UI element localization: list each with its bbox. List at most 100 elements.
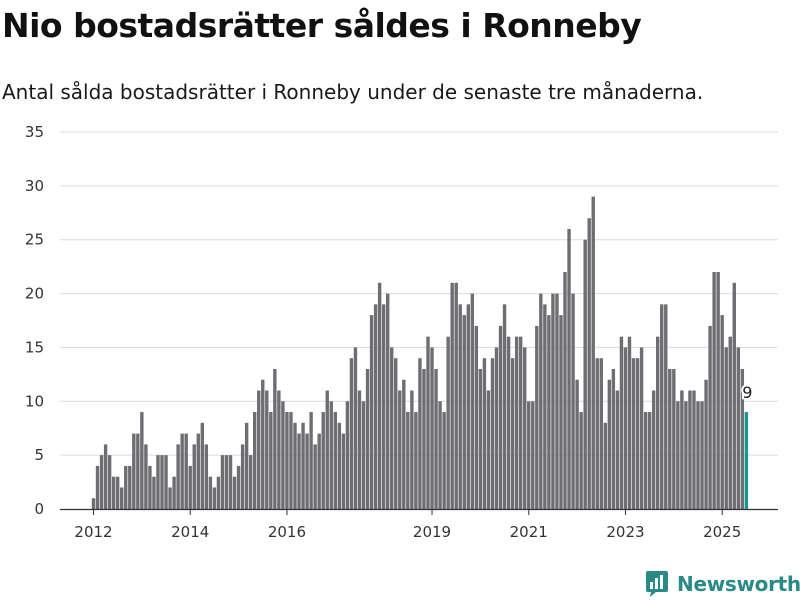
bar [523, 347, 527, 509]
bar [124, 465, 128, 509]
bar [353, 347, 358, 509]
bar [672, 368, 676, 509]
bar [724, 347, 728, 509]
x-tick-label: 2012 [74, 523, 112, 541]
bar [369, 315, 374, 509]
bar [289, 412, 293, 509]
bar [656, 336, 660, 509]
bar [345, 401, 350, 509]
bar [99, 455, 104, 509]
bar [281, 401, 285, 509]
bar [559, 315, 563, 509]
bar [527, 401, 531, 509]
bar [325, 390, 329, 509]
bar [599, 358, 603, 509]
bar [551, 293, 555, 509]
x-tick-label: 2023 [606, 523, 644, 541]
bar [381, 304, 386, 509]
bar [547, 315, 551, 509]
y-tick-label: 0 [34, 500, 44, 518]
brand-name: Newsworthy [677, 572, 800, 596]
bar [430, 347, 434, 509]
x-tick-label: 2016 [268, 523, 306, 541]
bar [482, 358, 487, 509]
bar [132, 433, 136, 509]
bar [696, 401, 700, 509]
bar [502, 304, 507, 509]
bar [140, 412, 144, 509]
bar [676, 401, 680, 509]
bar [579, 412, 583, 509]
bar [494, 347, 499, 509]
bar [240, 444, 245, 509]
bar [394, 358, 398, 509]
bar [236, 465, 241, 509]
bar [470, 293, 475, 509]
bar [680, 390, 684, 509]
bar [160, 455, 164, 509]
bar [406, 412, 410, 509]
bar [192, 444, 196, 509]
bar [716, 272, 720, 509]
bar [128, 465, 132, 509]
bar [535, 325, 539, 509]
y-tick-label: 5 [34, 446, 44, 464]
bar [313, 444, 317, 509]
bar [180, 433, 184, 509]
bar [627, 336, 632, 509]
bar [329, 401, 333, 509]
bar [91, 498, 96, 509]
bar [438, 401, 442, 509]
chart-title: Nio bostadsrätter såldes i Ronneby [2, 6, 642, 45]
bar [688, 390, 692, 509]
bar [341, 433, 346, 509]
bar [571, 293, 575, 509]
bar [168, 487, 172, 509]
bar [220, 455, 225, 509]
newsworthy-logo: Newsworthy [644, 570, 800, 598]
bar [744, 412, 749, 509]
x-tick-label: 2014 [171, 523, 209, 541]
bar [176, 444, 180, 509]
chart-subtitle: Antal sålda bostadsrätter i Ronneby unde… [2, 80, 704, 104]
bar [196, 433, 200, 509]
bar [172, 476, 176, 509]
bar [510, 358, 515, 509]
bar [668, 368, 672, 509]
bar [253, 412, 257, 509]
bar [732, 282, 736, 509]
x-tick-label: 2021 [510, 523, 548, 541]
bar [478, 368, 483, 509]
bar [607, 379, 612, 509]
bar [120, 487, 124, 509]
bar [232, 476, 237, 509]
bar [410, 390, 414, 509]
bar [635, 358, 640, 509]
bar [619, 336, 624, 509]
bar [152, 476, 156, 509]
bar [587, 218, 591, 509]
bar [390, 347, 394, 509]
y-tick-label: 20 [25, 285, 44, 303]
bar [136, 433, 140, 509]
bar [450, 282, 454, 509]
bar [563, 272, 567, 509]
bar [265, 390, 269, 509]
bar [224, 455, 229, 509]
bar [474, 325, 479, 509]
y-tick-label: 30 [25, 177, 44, 195]
bar [647, 412, 652, 509]
bar [446, 336, 450, 509]
bar [531, 401, 535, 509]
bar [736, 347, 740, 509]
bar [285, 412, 289, 509]
bar [261, 379, 265, 509]
bar [402, 379, 406, 509]
bar [305, 433, 309, 509]
bar [216, 476, 221, 509]
newsworthy-logo-icon [646, 571, 668, 597]
bar [543, 304, 547, 509]
bar [377, 282, 382, 509]
bar [204, 444, 209, 509]
bar [583, 239, 587, 509]
